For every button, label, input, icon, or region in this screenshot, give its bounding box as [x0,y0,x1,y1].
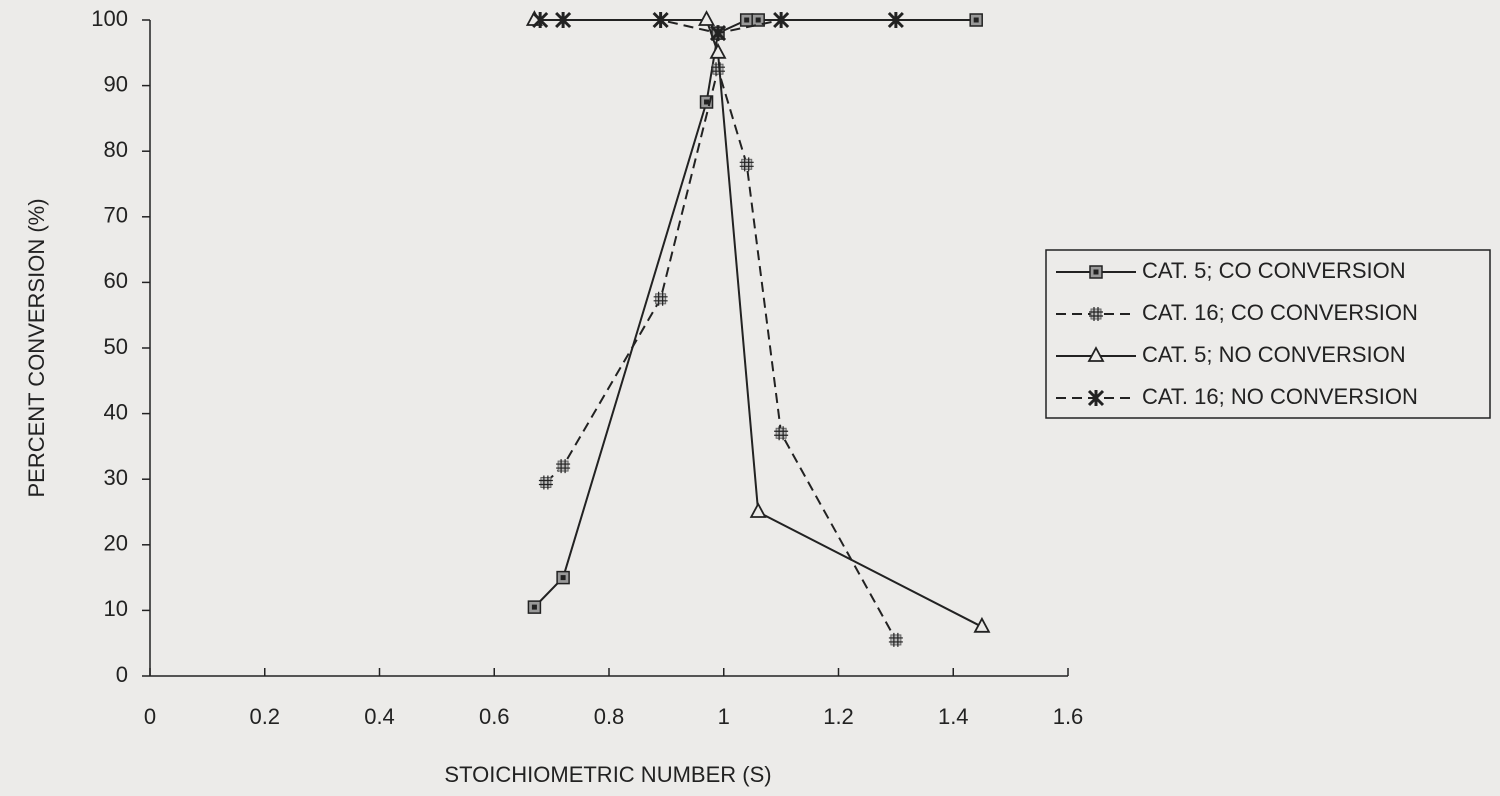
marker [528,601,540,613]
marker-shape [532,605,537,610]
y-tick-label: 10 [104,596,128,621]
y-tick-label: 30 [104,465,128,490]
y-tick-label: 80 [104,137,128,162]
marker [741,14,753,26]
y-tick-label: 70 [104,203,128,228]
marker [711,62,725,76]
y-tick-label: 20 [104,531,128,556]
y-tick-label: 0 [116,662,128,687]
legend-label: CAT. 5; CO CONVERSION [1142,258,1406,283]
marker-shape [558,461,568,471]
legend-marker [1089,307,1103,321]
marker-shape [541,477,551,487]
x-tick-label: 1.2 [823,704,854,729]
legend-label: CAT. 5; NO CONVERSION [1142,342,1406,367]
marker [654,292,668,306]
marker [970,14,982,26]
marker [557,572,569,584]
marker [889,633,903,647]
legend-label: CAT. 16; NO CONVERSION [1142,384,1418,409]
marker-shape [561,575,566,580]
y-tick-label: 90 [104,71,128,96]
x-tick-label: 1.6 [1053,704,1084,729]
x-tick-label: 0.6 [479,704,510,729]
x-tick-label: 0.4 [364,704,395,729]
y-tick-label: 100 [91,6,128,31]
legend-label: CAT. 16; CO CONVERSION [1142,300,1418,325]
marker [539,475,553,489]
marker-shape [756,18,761,23]
x-tick-label: 1 [718,704,730,729]
y-tick-label: 40 [104,399,128,424]
marker-shape [713,64,723,74]
x-axis-title: STOICHIOMETRIC NUMBER (S) [444,762,771,787]
y-tick-label: 50 [104,334,128,359]
marker-shape [742,159,752,169]
chart: STOICHIOMETRIC NUMBER (S) PERCENT CONVER… [0,0,1500,796]
marker [774,426,788,440]
x-tick-label: 0 [144,704,156,729]
marker-shape [776,428,786,438]
marker [556,459,570,473]
marker-shape [656,294,666,304]
marker-shape [744,18,749,23]
marker-shape [704,100,709,105]
y-axis-title: PERCENT CONVERSION (%) [24,198,49,497]
marker-shape [891,635,901,645]
x-tick-label: 1.4 [938,704,969,729]
marker [740,157,754,171]
legend-marker [1090,266,1102,278]
marker-shape [974,18,979,23]
x-tick-label: 0.8 [594,704,625,729]
marker-shape [1094,270,1099,275]
marker-shape [1091,309,1101,319]
y-tick-label: 60 [104,268,128,293]
x-tick-label: 0.2 [249,704,280,729]
